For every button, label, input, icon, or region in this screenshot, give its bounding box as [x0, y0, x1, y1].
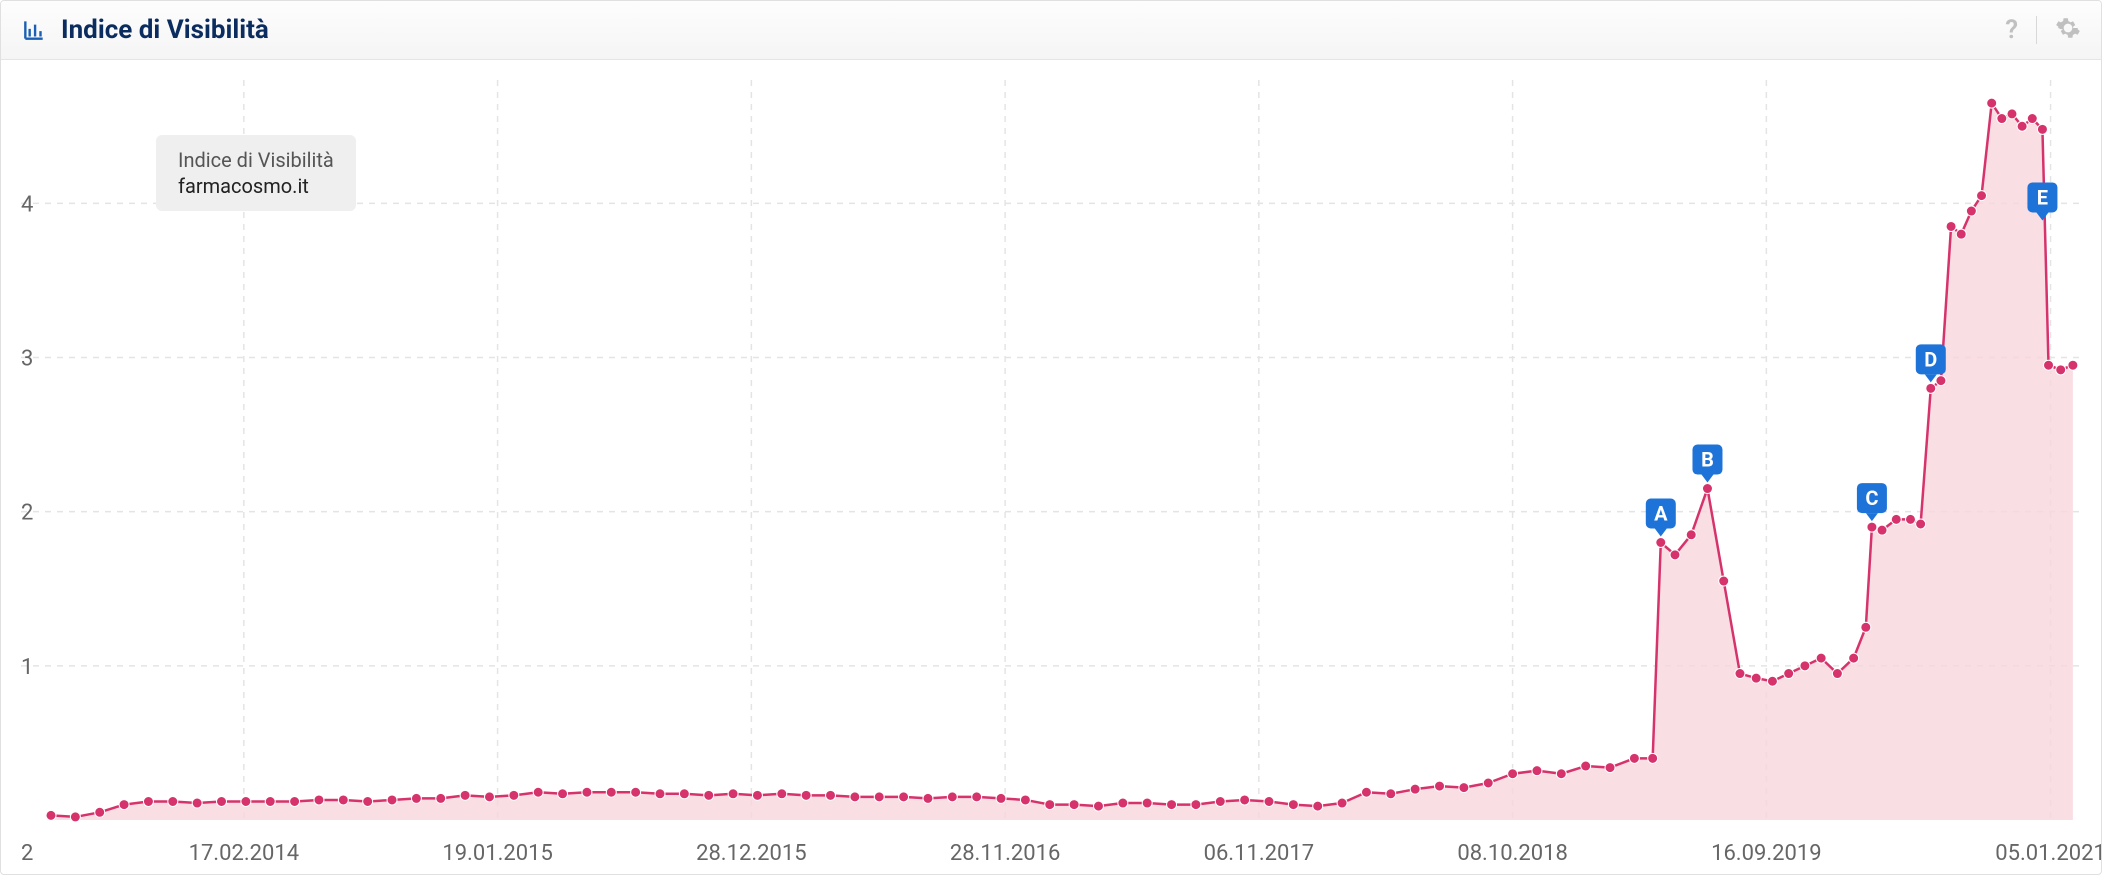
svg-text:16.09.2019: 16.09.2019 — [1711, 841, 1822, 866]
svg-text:1: 1 — [21, 655, 33, 680]
legend-tooltip: Indice di Visibilità farmacosmo.it — [156, 135, 356, 211]
chart-area: Indice di Visibilità farmacosmo.it 1 2 3 4 1… — [1, 60, 2101, 874]
svg-text:05.01.2021: 05.01.2021 — [1995, 841, 2102, 866]
card-title: Indice di Visibilità — [61, 15, 2005, 45]
legend-domain: farmacosmo.it — [178, 173, 334, 199]
help-icon[interactable]: ? — [2005, 15, 2018, 45]
svg-text:2: 2 — [21, 841, 33, 866]
svg-text:06.11.2017: 06.11.2017 — [1204, 841, 1315, 866]
svg-text:B: B — [1701, 448, 1714, 472]
gear-icon[interactable] — [2055, 15, 2081, 45]
header-actions: ? — [2005, 15, 2081, 45]
svg-text:2: 2 — [21, 501, 33, 526]
legend-title: Indice di Visibilità — [178, 147, 334, 173]
svg-text:3: 3 — [21, 347, 33, 372]
svg-text:C: C — [1865, 486, 1878, 510]
svg-text:A: A — [1654, 502, 1668, 526]
svg-text:28.11.2016: 28.11.2016 — [950, 841, 1061, 866]
svg-text:17.02.2014: 17.02.2014 — [189, 841, 300, 866]
visibility-card: Indice di Visibilità ? Indice di Visibil… — [0, 0, 2102, 875]
card-header: Indice di Visibilità ? — [1, 1, 2101, 60]
svg-text:08.10.2018: 08.10.2018 — [1457, 841, 1568, 866]
divider — [2036, 16, 2037, 44]
svg-text:19.01.2015: 19.01.2015 — [442, 841, 553, 866]
chart-icon — [21, 17, 47, 43]
svg-text:28.12.2015: 28.12.2015 — [696, 841, 807, 866]
svg-text:4: 4 — [21, 192, 33, 217]
svg-text:E: E — [2037, 185, 2048, 209]
svg-text:D: D — [1924, 347, 1937, 371]
